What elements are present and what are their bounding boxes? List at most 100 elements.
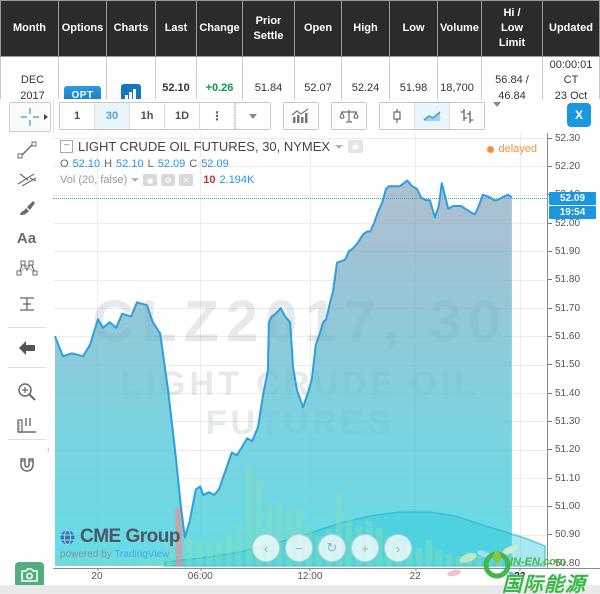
volume-bar	[205, 544, 213, 566]
scales-icon	[339, 110, 359, 123]
bars-style-button[interactable]	[450, 103, 484, 129]
volume-settings-button[interactable]: ⚙	[161, 174, 176, 186]
time-axis[interactable]: 20 06:00 12:00 22 23	[53, 568, 600, 586]
volume-visibility-button[interactable]: ◉	[143, 174, 158, 186]
volume-bar	[145, 558, 153, 566]
brush-tool-button[interactable]	[0, 193, 53, 223]
gridline-h	[53, 393, 547, 394]
trend-line-tool-button[interactable]	[0, 135, 53, 165]
legend-collapse-button[interactable]: −	[60, 140, 73, 153]
volume-bar	[415, 548, 423, 566]
series-visibility-button[interactable]: ◉	[348, 140, 364, 153]
interval-1h-button[interactable]: 1h	[130, 103, 165, 129]
chart-plot[interactable]: CLZ2017, 30 LIGHT CRUDE OIL FUTURES − LI…	[53, 133, 547, 568]
time-tick: 12:00	[297, 568, 322, 582]
indicators-button[interactable]	[283, 102, 319, 130]
candlestick-icon	[393, 109, 401, 123]
pitchfork-tool-button[interactable]	[0, 163, 53, 193]
price-tick: 51.10	[548, 472, 580, 484]
reset-view-button[interactable]: ↻	[318, 534, 346, 562]
volume-bar	[75, 556, 83, 566]
volume-indicator-label: Vol (20, false)	[60, 174, 128, 186]
magnet-icon	[19, 458, 34, 472]
gridline-h	[53, 279, 547, 281]
sidebar-divider	[8, 327, 45, 328]
chart-toolbar: 1 30 1h 1D ⋮	[53, 99, 600, 134]
area-chart-icon	[423, 111, 441, 121]
volume-bar	[485, 558, 493, 566]
volume-remove-button[interactable]: ✕	[179, 174, 194, 186]
volume-bar	[425, 540, 433, 566]
sidebar-collapse-handle[interactable]: ‹	[47, 444, 50, 454]
col-change: Change	[196, 0, 243, 57]
screenshot-button[interactable]	[15, 562, 44, 588]
interval-dropdown-button[interactable]	[235, 103, 270, 129]
volume-bar	[345, 514, 353, 566]
volume-bar	[85, 559, 93, 566]
interval-1d-button[interactable]: 1D	[165, 103, 200, 129]
measure-tool-button[interactable]	[0, 409, 53, 439]
series-menu-caret[interactable]	[335, 144, 344, 149]
price-tick: 50.90	[548, 529, 580, 541]
volume-bar	[465, 552, 473, 566]
pattern-tool-button[interactable]	[0, 253, 53, 283]
col-options: Options	[58, 0, 107, 57]
price-axis[interactable]: 52.3052.2052.1052.0051.9051.8051.7051.60…	[547, 132, 600, 569]
volume-bar	[505, 554, 513, 566]
price-tick: 50.80	[548, 557, 580, 569]
forecast-tool-button[interactable]	[0, 289, 53, 319]
interval-1-button[interactable]: 1	[60, 103, 95, 129]
price-tick: 51.40	[548, 387, 580, 399]
crosshair-tool-button[interactable]	[9, 102, 51, 132]
volume-ma-value: 2.194K	[219, 174, 255, 186]
chart-icon[interactable]	[121, 83, 141, 104]
pitchfork-icon	[17, 173, 36, 187]
back-arrow-icon	[18, 341, 35, 355]
volume-indicator-row: Vol (20, false) ◉ ⚙ ✕ 10 2.194K	[60, 174, 363, 186]
tradingview-link[interactable]: TradingView	[114, 549, 170, 560]
volume-bar	[235, 524, 243, 566]
interval-30-button[interactable]: 30	[95, 103, 130, 129]
volume-bar	[255, 481, 263, 566]
zoom-in-tool-button[interactable]	[0, 377, 53, 407]
compare-button[interactable]	[331, 102, 367, 130]
volume-bar	[195, 541, 203, 566]
sidebar-divider	[8, 367, 45, 368]
magnet-mode-button[interactable]	[0, 449, 53, 479]
interval-group: 1 30 1h 1D ⋮	[59, 102, 271, 130]
price-tick: 51.80	[548, 274, 580, 286]
volume-bar	[275, 503, 283, 566]
volume-bar	[95, 557, 103, 566]
volume-bar	[65, 560, 73, 566]
zoom-out-button[interactable]: −	[285, 534, 313, 562]
col-volume: Volume	[437, 0, 482, 57]
gridline-h	[53, 336, 547, 338]
chart-nav-buttons: ‹ − ↻ + ›	[252, 534, 412, 562]
last-time-tag: 19:54	[549, 206, 596, 219]
zoom-in-button[interactable]: +	[351, 534, 379, 562]
price-tick: 51.00	[548, 500, 580, 512]
cme-branding: CME Group powered by TradingView	[60, 526, 181, 560]
drawing-sidebar: Aa	[0, 99, 54, 588]
pan-right-button[interactable]: ›	[384, 534, 412, 562]
camera-icon	[21, 568, 38, 582]
price-tick: 52.30	[548, 132, 580, 144]
pan-left-button[interactable]: ‹	[252, 534, 280, 562]
area-style-button[interactable]	[415, 103, 450, 129]
volume-bar	[115, 558, 123, 566]
text-tool-button[interactable]: Aa	[0, 223, 53, 253]
price-tick: 51.90	[548, 245, 580, 257]
volume-menu-caret[interactable]	[131, 178, 140, 182]
volume-bars	[55, 466, 513, 566]
chevron-down-icon	[249, 113, 257, 119]
candles-style-button[interactable]	[380, 103, 415, 129]
col-charts: Charts	[106, 0, 156, 57]
undo-button[interactable]	[0, 333, 53, 363]
interval-more-button[interactable]: ⋮	[200, 103, 235, 129]
time-tick: 06:00	[188, 568, 213, 582]
area-series-fill	[55, 180, 512, 566]
volume-bar	[335, 492, 343, 566]
close-chart-button[interactable]: X	[567, 103, 591, 127]
trend-line-icon	[17, 141, 36, 159]
style-dropdown-button[interactable]	[493, 102, 501, 125]
